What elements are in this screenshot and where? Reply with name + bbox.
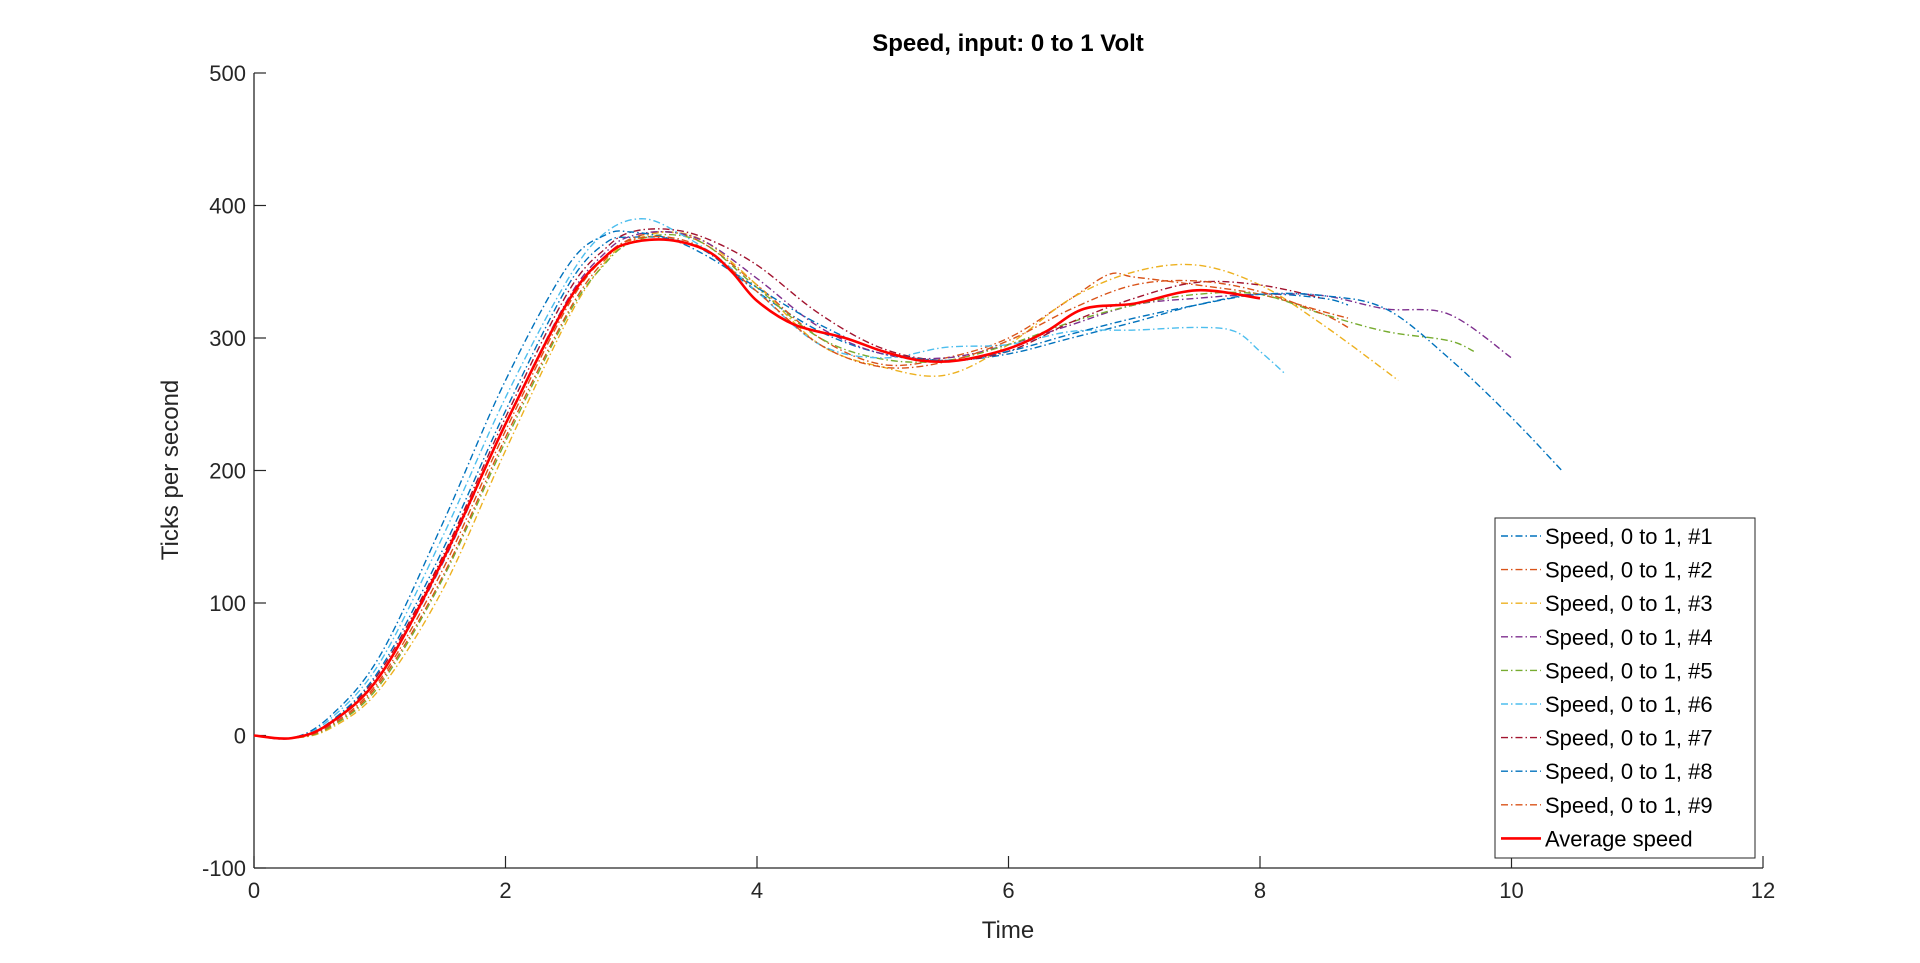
chart-title: Speed, input: 0 to 1 Volt [872,30,1144,57]
series-line-3 [253,231,1399,740]
legend-label: Speed, 0 to 1, #6 [1545,692,1713,717]
series-line-7 [253,228,1324,740]
legend-label: Speed, 0 to 1, #2 [1545,558,1713,583]
y-tick-label: 500 [209,61,246,86]
series-line-2 [253,231,1349,740]
x-tick-label: 8 [1254,878,1266,903]
legend-label: Speed, 0 to 1, #8 [1545,759,1713,784]
legend-items: Speed, 0 to 1, #1 Speed, 0 to 1, #2 Speed,… [1501,524,1713,851]
series-lines [253,218,1563,740]
legend-label: Average speed [1545,826,1693,851]
legend-box [1494,517,1756,859]
series-line-10 [253,238,1261,740]
x-tick-label: 6 [1002,878,1014,903]
y-tick-label: 300 [209,326,246,351]
legend-label: Speed, 0 to 1, #1 [1545,524,1713,549]
legend-label: Speed, 0 to 1, #7 [1545,726,1713,751]
x-axis-title: Time [982,917,1034,944]
y-axis-title: Ticks per second [157,380,184,561]
y-tick-label: 100 [209,591,246,616]
legend-label: Speed, 0 to 1, #3 [1545,591,1713,616]
series-line-9 [253,235,1349,740]
x-tick-label: 2 [499,878,511,903]
y-tick-label: 200 [209,459,246,484]
x-tick-label: 0 [248,878,260,903]
x-tick-label: 12 [1751,878,1775,903]
x-tick-label: 10 [1499,878,1523,903]
y-tick-label: 0 [234,724,246,749]
y-tick-label: 400 [209,194,246,219]
legend: Speed, 0 to 1, #1 Speed, 0 to 1, #2 Speed,… [1494,517,1756,859]
legend-label: Speed, 0 to 1, #9 [1545,793,1713,818]
legend-label: Speed, 0 to 1, #4 [1545,625,1713,650]
y-tick-label: -100 [202,856,246,881]
legend-label: Speed, 0 to 1, #5 [1545,658,1713,683]
x-tick-label: 4 [751,878,763,903]
